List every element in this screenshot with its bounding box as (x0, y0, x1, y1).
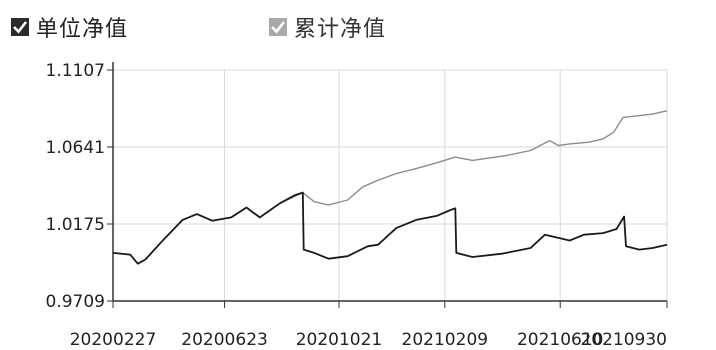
y-tick-label: 1.0641 (46, 138, 105, 158)
series-line-unit-nav (112, 191, 668, 265)
x-tick-label: 20200227 (70, 330, 157, 350)
x-tick-label: 20210209 (402, 330, 489, 350)
x-tick-label: 20201021 (296, 330, 383, 350)
y-tick-label: 1.1107 (46, 61, 105, 81)
chart-legend: 单位净值 累计净值 (10, 12, 526, 42)
x-tick-label: 20210930 (580, 330, 667, 350)
legend-item-unit-nav[interactable]: 单位净值 (10, 11, 128, 43)
checkbox-checked-icon[interactable] (268, 17, 288, 37)
legend-label-cumulative-nav: 累计净值 (294, 17, 387, 42)
legend-item-cumulative-nav[interactable]: 累计净值 (268, 11, 386, 43)
y-tick-label: 0.9709 (46, 292, 105, 312)
x-tick-label: 20200623 (181, 330, 268, 350)
legend-label-unit-nav: 单位净值 (36, 17, 129, 42)
checkbox-checked-icon[interactable] (10, 17, 30, 37)
x-tick-label: 20210610 (517, 330, 604, 350)
y-tick-label: 1.0175 (46, 215, 105, 235)
series-line-cumulative-nav (112, 110, 668, 265)
